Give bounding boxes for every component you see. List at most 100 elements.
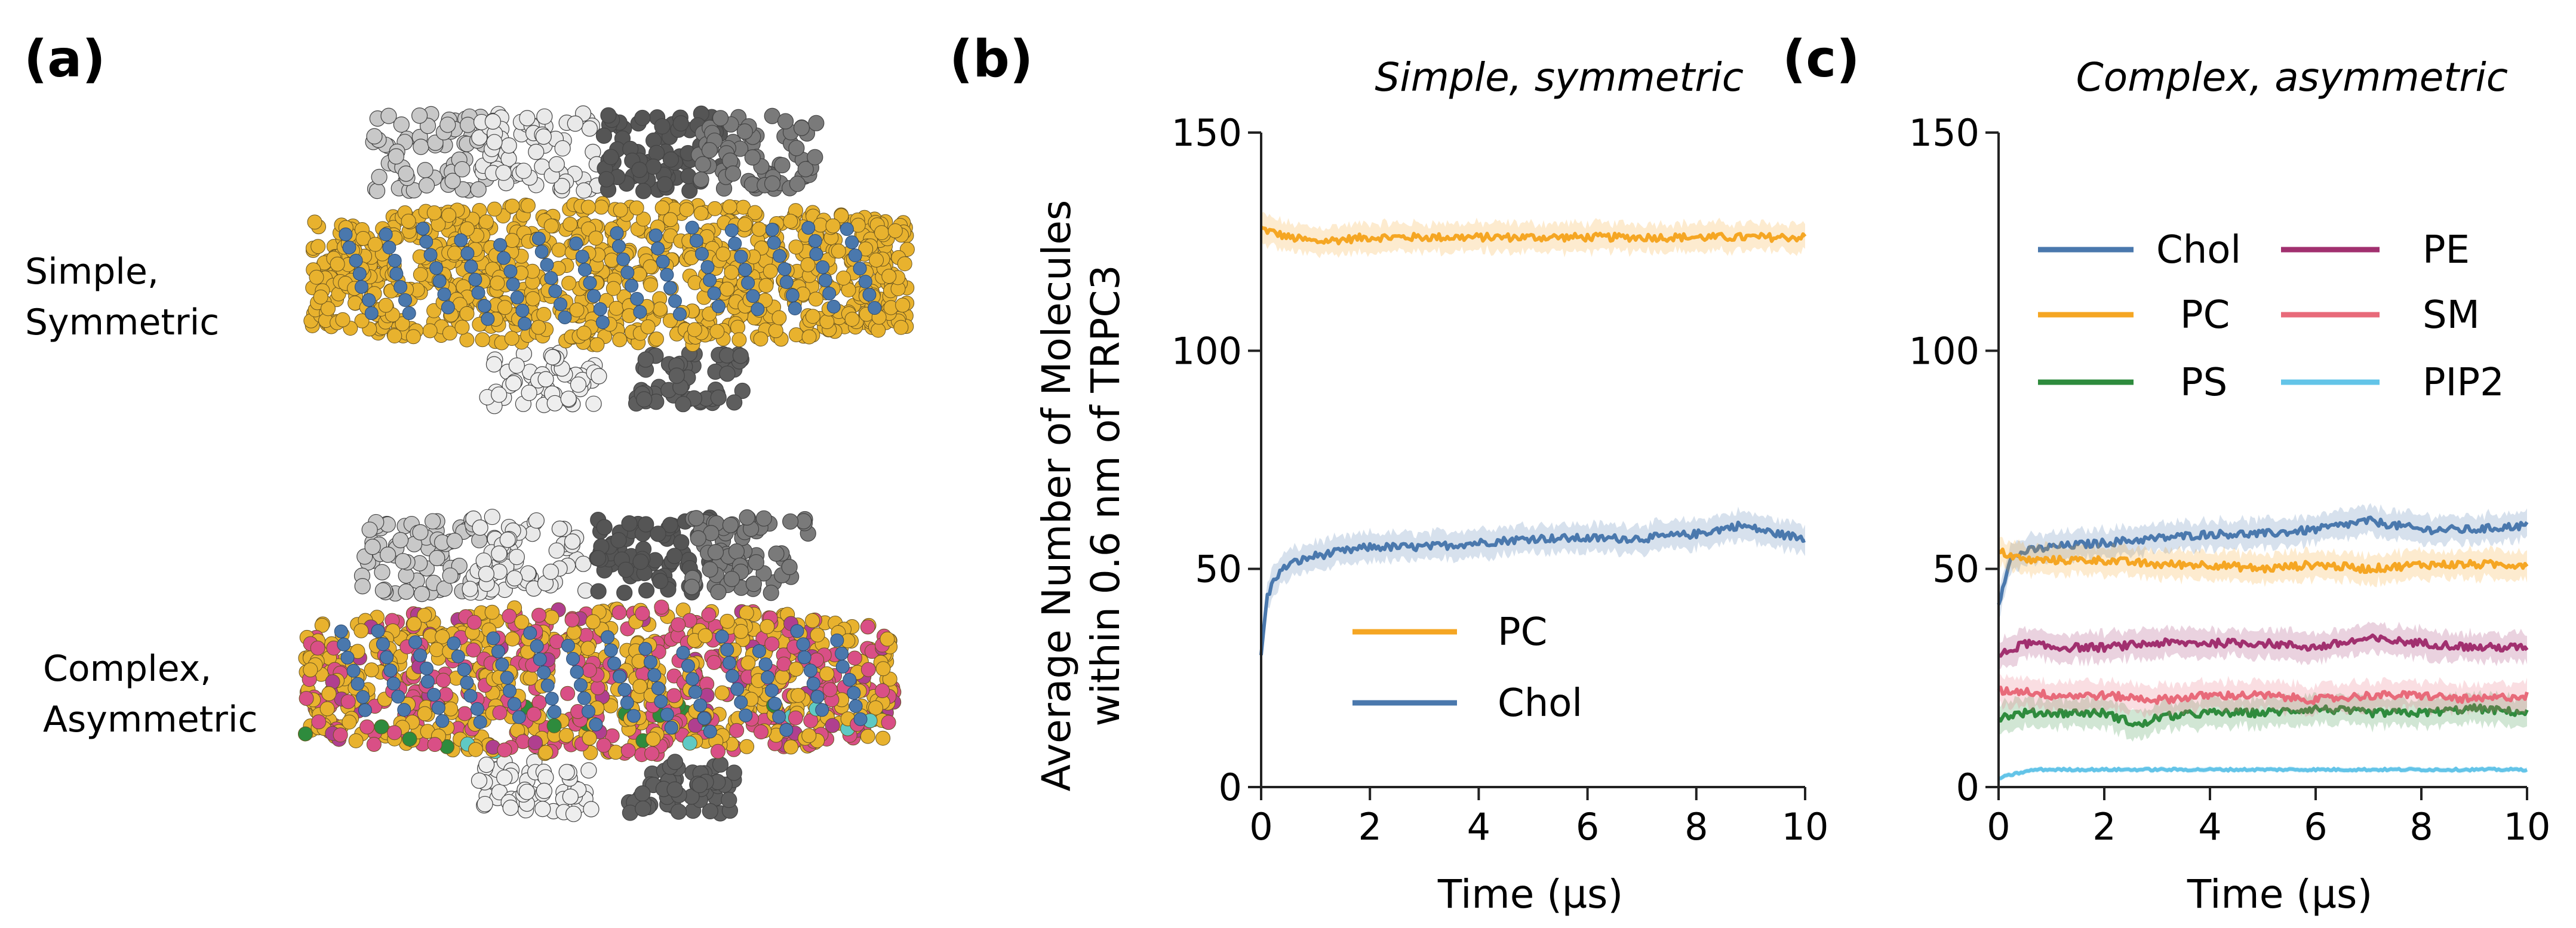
protein-bead xyxy=(710,583,727,601)
cholesterol-bead xyxy=(503,684,517,698)
cholesterol-bead xyxy=(806,677,820,691)
protein-bead xyxy=(634,785,651,802)
lipid-bead xyxy=(825,718,840,733)
protein-bead xyxy=(575,555,592,572)
lipid-bead xyxy=(706,654,722,670)
protein-bead xyxy=(534,800,551,818)
x-tick-label: 6 xyxy=(1576,805,1599,849)
cholesterol-bead xyxy=(777,262,792,276)
protein-bead xyxy=(537,769,554,786)
cholesterol-bead xyxy=(413,648,428,662)
lipid-bead xyxy=(764,636,780,652)
protein-bead xyxy=(395,553,411,570)
cholesterol-bead xyxy=(604,643,618,657)
cholesterol-bead xyxy=(703,273,717,287)
lipid-bead xyxy=(702,306,717,322)
protein-bead xyxy=(739,509,755,526)
series-line-ps xyxy=(1997,703,2529,728)
cholesterol-bead xyxy=(818,274,832,288)
legend: PC Chol xyxy=(1352,610,1582,726)
lipid-bead xyxy=(774,669,790,684)
lipid-bead xyxy=(800,257,816,272)
protein-bead xyxy=(734,382,751,400)
protein-bead xyxy=(537,371,554,388)
cholesterol-bead xyxy=(583,276,597,290)
protein-bead xyxy=(621,515,638,532)
cholesterol-bead xyxy=(570,665,584,679)
lipid-bead xyxy=(588,231,604,246)
lipid-bead xyxy=(671,617,686,632)
lipid-bead xyxy=(644,746,660,761)
protein-bead xyxy=(567,115,583,132)
lipid-bead xyxy=(564,612,580,628)
lipid-bead xyxy=(645,732,661,747)
lipid-bead xyxy=(582,730,597,746)
lipid-bead xyxy=(487,201,502,217)
lipid-bead xyxy=(733,623,749,639)
protein-bead xyxy=(366,128,383,145)
lipid-bead xyxy=(585,614,601,629)
protein-bead xyxy=(764,175,781,192)
lipid-bead xyxy=(893,319,909,335)
lipid-bead xyxy=(753,724,769,740)
cholesterol-bead xyxy=(486,631,500,646)
lipid-bead xyxy=(429,642,444,657)
cholesterol-bead xyxy=(790,624,804,638)
lipid-bead xyxy=(629,200,644,216)
lipid-bead xyxy=(874,225,889,241)
cholesterol-bead xyxy=(697,711,711,726)
protein-bead xyxy=(635,183,652,199)
chart-b-ylabel-line1: Average Number of Molecules xyxy=(1034,200,1080,791)
lipid-bead xyxy=(311,239,326,254)
chart-c-title: Complex, asymmetric xyxy=(2076,54,2508,100)
lipid-bead xyxy=(303,662,318,678)
lipid-bead xyxy=(801,329,817,345)
protein-bead xyxy=(745,576,762,592)
lipid-bead xyxy=(653,302,668,317)
protein-bead xyxy=(808,115,825,131)
cholesterol-bead xyxy=(534,244,549,259)
protein-bead xyxy=(544,349,561,365)
protein-bead xyxy=(637,351,654,368)
protein-bead xyxy=(536,782,552,799)
panel-b-label: (b) xyxy=(949,29,1033,89)
cholesterol-bead xyxy=(765,223,779,237)
lipid-bead xyxy=(395,316,410,331)
cholesterol-bead xyxy=(507,697,521,711)
lipid-bead xyxy=(788,239,804,255)
lipid-bead xyxy=(613,202,628,218)
cholesterol-bead xyxy=(464,259,478,274)
cholesterol-bead xyxy=(386,677,401,691)
lipid-bead xyxy=(611,605,627,620)
lipid-bead xyxy=(648,331,664,347)
protein-bead xyxy=(536,108,553,125)
y-tick-label: 150 xyxy=(1172,111,1242,155)
lipid-bead xyxy=(367,236,383,252)
protein-bead xyxy=(454,161,471,178)
lipid-bead xyxy=(710,743,726,759)
lipid-bead xyxy=(366,736,382,752)
lipid-bead xyxy=(819,666,835,681)
series-line-pip2 xyxy=(1998,766,2528,780)
protein-bead xyxy=(484,113,502,130)
protein-bead xyxy=(777,113,794,130)
protein-bead xyxy=(371,168,388,185)
lipid-bead xyxy=(457,706,472,721)
lipid-bead xyxy=(580,199,596,215)
lipid-bead xyxy=(522,670,538,686)
structure-1-label-line2: Symmetric xyxy=(25,302,219,343)
panel-a-label: (a) xyxy=(24,29,106,89)
lipid-bead xyxy=(632,266,647,282)
lipid-bead xyxy=(422,323,438,339)
x-tick-label: 10 xyxy=(2504,805,2551,849)
cholesterol-bead xyxy=(427,687,441,702)
x-tick-label: 6 xyxy=(2304,805,2327,849)
lipid-bead xyxy=(654,200,670,216)
lipid-bead xyxy=(566,625,582,640)
protein-bead xyxy=(485,356,503,373)
cholesterol-bead xyxy=(432,274,447,288)
cholesterol-bead xyxy=(577,691,591,705)
cholesterol-bead xyxy=(685,220,699,235)
cholesterol-bead xyxy=(853,262,867,276)
cholesterol-bead xyxy=(533,652,547,666)
